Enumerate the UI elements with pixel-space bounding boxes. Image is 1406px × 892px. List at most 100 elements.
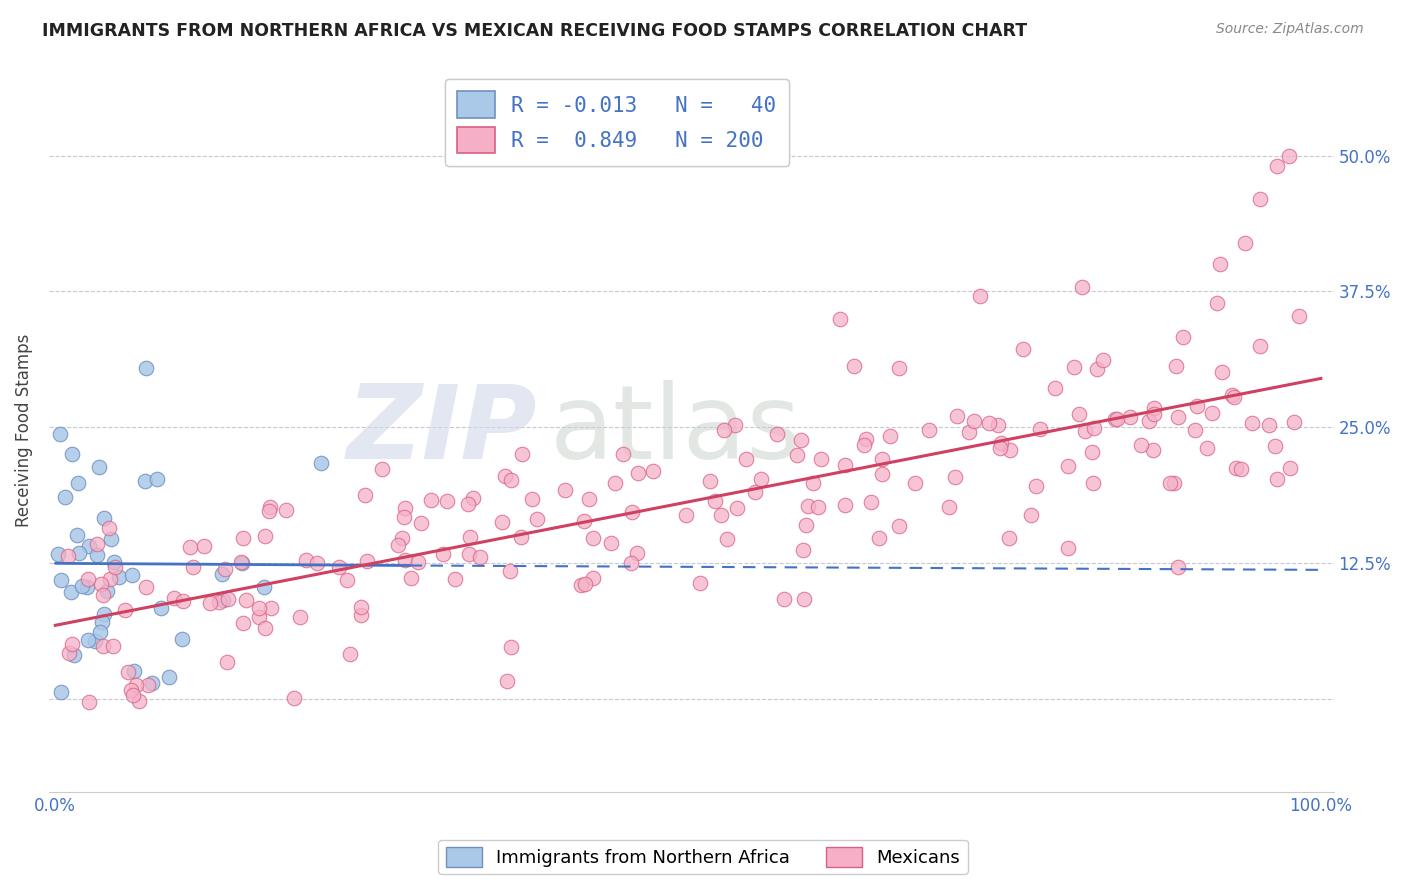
Point bbox=[108, 570, 131, 584]
Point bbox=[1011, 342, 1033, 356]
Point bbox=[499, 564, 522, 578]
Point bbox=[860, 495, 883, 509]
Point bbox=[356, 554, 378, 568]
Point bbox=[232, 615, 254, 630]
Point bbox=[96, 583, 118, 598]
Point bbox=[574, 577, 596, 591]
Point bbox=[371, 461, 394, 475]
Point bbox=[457, 497, 479, 511]
Point bbox=[988, 441, 1011, 455]
Point bbox=[773, 591, 796, 606]
Point bbox=[214, 562, 236, 576]
Point bbox=[716, 533, 738, 547]
Point bbox=[887, 360, 910, 375]
Point bbox=[1164, 359, 1187, 373]
Point bbox=[793, 592, 815, 607]
Point bbox=[163, 591, 186, 606]
Point bbox=[49, 427, 72, 442]
Point bbox=[612, 446, 634, 460]
Point bbox=[1257, 418, 1279, 433]
Point bbox=[66, 475, 89, 490]
Point bbox=[394, 553, 416, 567]
Point bbox=[852, 438, 875, 452]
Point bbox=[120, 682, 142, 697]
Point bbox=[77, 572, 100, 586]
Point bbox=[828, 311, 851, 326]
Point bbox=[93, 639, 115, 653]
Point bbox=[1249, 192, 1271, 206]
Point bbox=[810, 451, 832, 466]
Point bbox=[963, 413, 986, 427]
Point bbox=[420, 493, 443, 508]
Point bbox=[122, 688, 145, 702]
Point bbox=[354, 488, 377, 502]
Point bbox=[283, 691, 305, 706]
Point bbox=[458, 530, 481, 544]
Point bbox=[121, 567, 143, 582]
Point bbox=[193, 539, 215, 553]
Point bbox=[328, 559, 350, 574]
Point bbox=[1081, 445, 1104, 459]
Point bbox=[89, 460, 111, 475]
Point bbox=[938, 500, 960, 514]
Point bbox=[872, 467, 894, 481]
Point bbox=[134, 475, 156, 489]
Point bbox=[305, 556, 328, 570]
Point bbox=[626, 546, 648, 560]
Point bbox=[1083, 476, 1105, 491]
Point bbox=[67, 546, 90, 560]
Point bbox=[77, 695, 100, 709]
Point bbox=[253, 528, 276, 542]
Point bbox=[1091, 352, 1114, 367]
Point bbox=[1185, 400, 1208, 414]
Point bbox=[93, 607, 115, 621]
Point bbox=[801, 475, 824, 490]
Point bbox=[49, 573, 72, 587]
Point bbox=[1205, 296, 1227, 310]
Point bbox=[904, 476, 927, 491]
Point bbox=[1085, 361, 1108, 376]
Legend: Immigrants from Northern Africa, Mexicans: Immigrants from Northern Africa, Mexican… bbox=[439, 839, 967, 874]
Point bbox=[1184, 423, 1206, 437]
Point bbox=[62, 648, 84, 662]
Point bbox=[834, 499, 856, 513]
Point bbox=[1264, 439, 1286, 453]
Point bbox=[46, 547, 69, 561]
Point bbox=[274, 503, 297, 517]
Point bbox=[103, 555, 125, 569]
Point bbox=[1265, 160, 1288, 174]
Point bbox=[979, 416, 1001, 430]
Point bbox=[211, 567, 233, 582]
Point bbox=[56, 549, 79, 564]
Point bbox=[1118, 409, 1140, 424]
Point bbox=[1163, 476, 1185, 491]
Point bbox=[1288, 309, 1310, 323]
Point bbox=[1019, 508, 1042, 522]
Point bbox=[208, 595, 231, 609]
Point bbox=[444, 573, 467, 587]
Point bbox=[578, 492, 600, 507]
Point bbox=[499, 473, 522, 487]
Point bbox=[98, 572, 121, 586]
Point bbox=[582, 532, 605, 546]
Point bbox=[181, 560, 204, 574]
Point bbox=[789, 433, 811, 447]
Point bbox=[394, 501, 416, 516]
Point bbox=[1043, 381, 1066, 395]
Point bbox=[734, 452, 756, 467]
Point bbox=[626, 467, 648, 481]
Point bbox=[969, 288, 991, 302]
Point bbox=[89, 624, 111, 639]
Point bbox=[1278, 148, 1301, 162]
Point bbox=[1069, 407, 1091, 421]
Point bbox=[725, 501, 748, 516]
Point bbox=[70, 579, 93, 593]
Point bbox=[254, 621, 277, 635]
Point bbox=[179, 540, 201, 554]
Point bbox=[918, 423, 941, 437]
Point bbox=[288, 610, 311, 624]
Point bbox=[998, 442, 1021, 457]
Point bbox=[1083, 421, 1105, 435]
Point bbox=[844, 359, 866, 373]
Point bbox=[336, 574, 359, 588]
